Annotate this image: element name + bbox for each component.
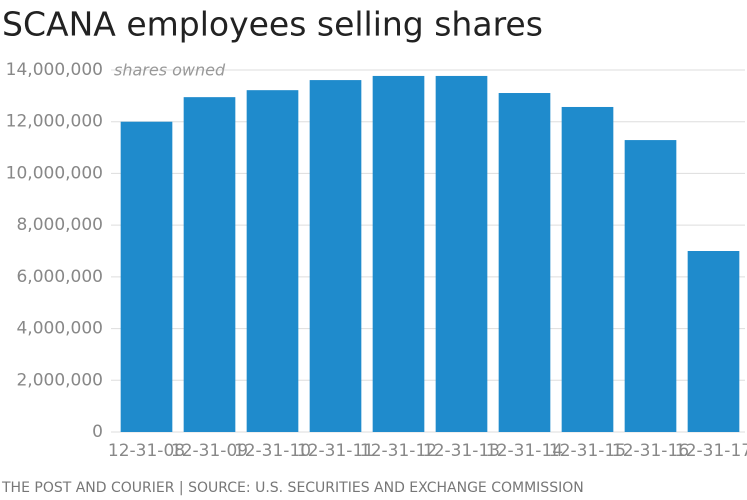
y-tick-label: 14,000,000 — [6, 60, 103, 80]
chart-title: SCANA employees selling shares — [2, 5, 543, 44]
y-tick-label: 8,000,000 — [16, 215, 103, 235]
y-tick-label: 2,000,000 — [16, 370, 103, 390]
bar — [372, 75, 425, 432]
y-tick-label: 0 — [92, 422, 103, 442]
source: THE POST AND COURIER | SOURCE: U.S. SECU… — [1, 480, 584, 496]
annotation: shares owned — [114, 61, 226, 80]
y-tick-label: 12,000,000 — [6, 112, 103, 132]
bar — [120, 121, 173, 432]
y-tick-label: 6,000,000 — [16, 267, 103, 287]
x-tick-label: 12-31-12 — [360, 441, 437, 461]
bar — [687, 251, 740, 432]
x-tick-label: 12-31-11 — [297, 441, 374, 461]
x-tick-label: 12-31-08 — [108, 441, 185, 461]
bar — [309, 80, 362, 432]
x-tick-label: 12-31-10 — [234, 441, 311, 461]
bar — [183, 97, 236, 433]
x-tick-label: 12-31-15 — [549, 441, 626, 461]
y-tick-label: 10,000,000 — [6, 163, 103, 183]
bar — [246, 90, 299, 432]
bar — [498, 93, 551, 433]
x-tick-label: 12-31-09 — [171, 441, 248, 461]
x-tick-label: 12-31-17 — [675, 441, 747, 461]
bar — [561, 106, 614, 433]
y-tick-label: 4,000,000 — [16, 319, 103, 339]
bar — [435, 75, 488, 432]
bar — [624, 140, 677, 432]
x-tick-label: 12-31-14 — [486, 441, 563, 461]
x-tick-label: 12-31-13 — [423, 441, 500, 461]
x-tick-label: 12-31-16 — [612, 441, 689, 461]
